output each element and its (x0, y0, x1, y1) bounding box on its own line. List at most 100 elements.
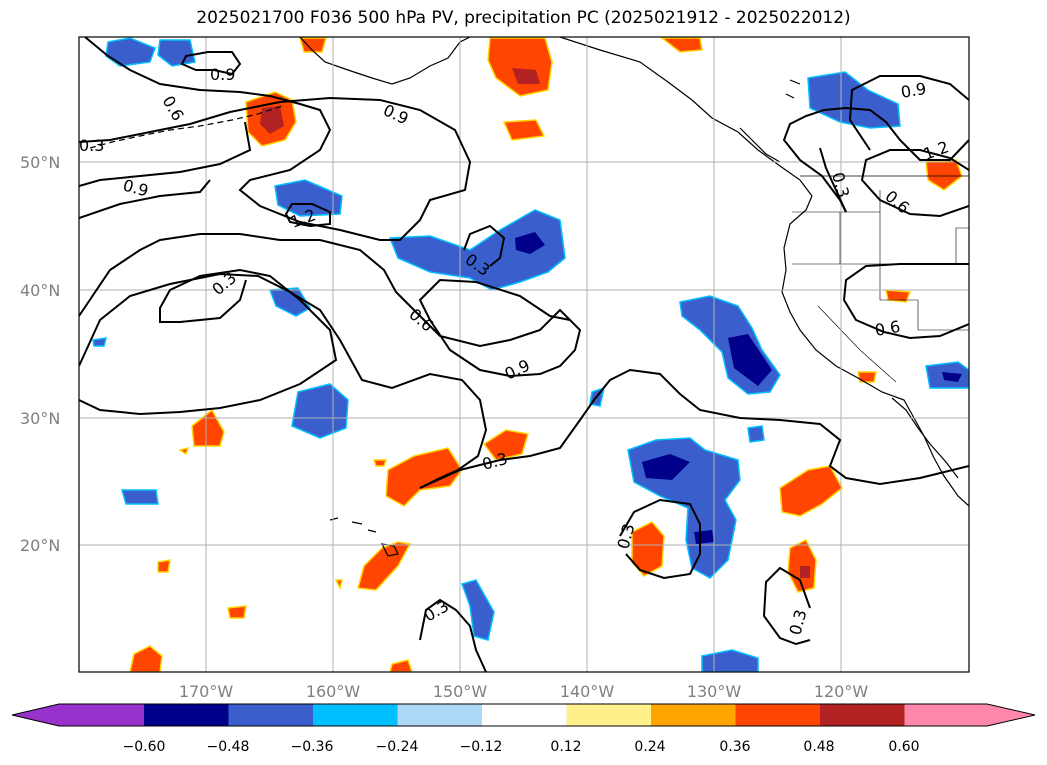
lon-labels: 170°W 160°W 150°W 140°W 130°W 120°W (179, 682, 869, 701)
pv-contour (463, 224, 506, 267)
precip-pos-area (659, 37, 703, 53)
precip-neg-area (701, 649, 759, 672)
precip-pos-area (385, 447, 463, 507)
colorbar-tick-label: −0.60 (123, 739, 166, 755)
colorbar-tick-label: 0.24 (634, 739, 665, 755)
precip-neg-area (747, 425, 765, 443)
precip-pos-area (129, 645, 163, 672)
precip-pos-area (227, 605, 247, 619)
pv-contour (782, 75, 969, 213)
pv-contour (79, 233, 582, 378)
colorbar-segment (820, 704, 905, 726)
lon-label-170w: 170°W (179, 682, 234, 701)
lon-label-130w: 130°W (687, 682, 742, 701)
precip-pos-area (389, 659, 413, 672)
graticule (79, 37, 969, 672)
precip-neg-area (291, 383, 349, 439)
colorbar-segments (12, 704, 1035, 726)
precip-neg-area (274, 179, 343, 217)
precip-neg-area (268, 287, 312, 317)
pv-contour (79, 37, 472, 241)
colorbar-segment (735, 704, 821, 726)
lat-label-40n: 40°N (20, 281, 60, 300)
precip-neg-core (515, 232, 545, 254)
pv-label: 0.9 (899, 79, 927, 102)
precip-pos-area (372, 459, 388, 467)
colorbar-tick-label: 0.60 (888, 739, 919, 755)
colorbar-segment (228, 704, 314, 726)
pv-contour (762, 566, 811, 646)
colorbar: −0.60 −0.48 −0.36 −0.24 −0.12 0.12 0.24 … (11, 703, 1036, 755)
colorbar-outline (11, 703, 1036, 727)
pv-contour (79, 179, 211, 219)
precip-neg-core (942, 372, 962, 382)
precip-pos-area (334, 579, 343, 591)
pv-contour (819, 147, 847, 213)
pv-contour (419, 598, 487, 672)
colorbar-segment (651, 704, 736, 726)
colorbar-segment (313, 704, 398, 726)
colorbar-tick-label: −0.48 (207, 739, 250, 755)
pv-contour (79, 121, 252, 187)
coastlines (89, 37, 969, 557)
precip-pos-area (178, 446, 190, 456)
precip-pos-area (191, 408, 225, 447)
lat-label-30n: 30°N (20, 409, 60, 428)
precip-neg-area (92, 337, 108, 347)
colorbar-tick-label: 0.36 (719, 739, 750, 755)
pv-contour (419, 368, 969, 489)
lon-label-160w: 160°W (306, 682, 361, 701)
precip-neg-area (461, 579, 495, 641)
state-borders (792, 190, 969, 383)
pv-label: 0.9 (380, 100, 411, 128)
alaska-panhandle-coast (559, 37, 813, 197)
colorbar-segment (397, 704, 483, 726)
precip-neg-core (694, 530, 714, 544)
hawaii-islands (329, 517, 399, 557)
alaska-peninsula-coast (299, 37, 471, 85)
pv-label: 0.9 (502, 356, 533, 384)
precip-pos-area (299, 37, 327, 53)
colorbar-tick-label: 0.48 (803, 739, 834, 755)
pv-contours (79, 37, 969, 672)
pv-contour (842, 263, 969, 340)
pv-label: 0.6 (873, 317, 901, 340)
pv-contour (180, 51, 242, 76)
precip-pos-area (482, 429, 529, 461)
colorbar-tick-label: −0.12 (460, 739, 503, 755)
lat-label-20n: 20°N (20, 536, 60, 555)
bc-island-coast (739, 79, 801, 163)
north-america-coast (781, 195, 969, 507)
pv-label: 0.6 (405, 305, 437, 336)
colorbar-segment (144, 704, 229, 726)
colorbar-segment (566, 704, 652, 726)
map-frame (78, 36, 970, 673)
precip-fields (92, 37, 969, 672)
precip-pos-core (260, 106, 284, 134)
pv-contour (284, 203, 331, 228)
precip-neg-area (105, 37, 156, 67)
precip-neg-area (121, 489, 159, 505)
lon-label-150w: 150°W (433, 682, 488, 701)
baja-peninsula-coast (891, 397, 959, 479)
pv-contour (79, 272, 488, 489)
precip-neg-area (157, 39, 196, 67)
pv-label: 0.3 (786, 608, 811, 638)
lon-label-140w: 140°W (560, 682, 615, 701)
precip-neg-core (642, 454, 690, 480)
lat-labels: 50°N 40°N 30°N 20°N (20, 153, 60, 555)
precip-neg-area (388, 209, 566, 291)
precip-neg-core (728, 334, 772, 386)
pv-contour (619, 498, 701, 580)
precip-pos-area (502, 119, 546, 141)
map-title: 2025021700 F036 500 hPa PV, precipitatio… (196, 8, 851, 28)
precip-pos-area (925, 159, 963, 191)
pv-label: 0.6 (159, 93, 188, 125)
colorbar-extend-low (12, 704, 144, 726)
precip-pos-area (885, 289, 912, 303)
colorbar-tick-labels: −0.60 −0.48 −0.36 −0.24 −0.12 0.12 0.24 … (123, 739, 920, 755)
colorbar-tick-label: 0.12 (550, 739, 581, 755)
pv-label: 0.3 (480, 449, 510, 474)
colorbar-extend-high (904, 704, 1035, 726)
